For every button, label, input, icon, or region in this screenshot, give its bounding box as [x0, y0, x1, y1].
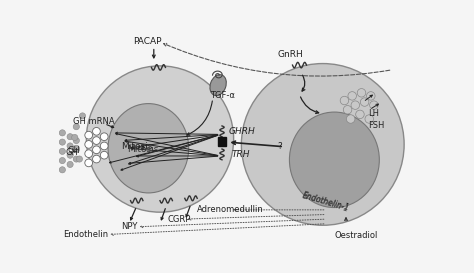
Circle shape: [351, 101, 360, 109]
Circle shape: [366, 92, 375, 100]
Circle shape: [59, 158, 65, 164]
Circle shape: [85, 131, 92, 139]
Circle shape: [357, 88, 366, 97]
Circle shape: [85, 159, 92, 167]
Circle shape: [360, 98, 369, 106]
Circle shape: [370, 101, 378, 109]
Circle shape: [73, 156, 80, 162]
Circle shape: [100, 142, 108, 150]
Ellipse shape: [290, 112, 379, 207]
Circle shape: [59, 148, 65, 155]
Circle shape: [343, 106, 352, 114]
Circle shape: [92, 127, 100, 135]
Circle shape: [348, 92, 356, 100]
Text: GnRH: GnRH: [278, 50, 303, 59]
Text: LH: LH: [368, 109, 379, 118]
Circle shape: [59, 167, 65, 173]
Text: TGF-α: TGF-α: [210, 91, 235, 100]
Text: GH: GH: [65, 148, 78, 157]
Circle shape: [73, 124, 80, 130]
Text: ?: ?: [278, 142, 283, 151]
Text: TRH: TRH: [231, 150, 250, 159]
Circle shape: [59, 139, 65, 145]
Text: FSH: FSH: [368, 121, 384, 130]
Circle shape: [365, 115, 374, 123]
Text: Mitosis: Mitosis: [121, 142, 153, 151]
Circle shape: [241, 64, 404, 225]
Ellipse shape: [108, 103, 189, 193]
Circle shape: [76, 156, 82, 162]
Circle shape: [73, 145, 80, 151]
Text: Endothelin: Endothelin: [63, 230, 108, 239]
Circle shape: [85, 141, 92, 148]
Text: Adrenomedullin: Adrenomedullin: [197, 205, 264, 214]
Circle shape: [72, 134, 78, 141]
Circle shape: [67, 143, 73, 149]
Text: NPY: NPY: [121, 222, 137, 231]
Circle shape: [100, 151, 108, 159]
Circle shape: [73, 138, 80, 144]
Circle shape: [340, 96, 349, 105]
Bar: [218, 138, 226, 146]
Text: PACAP: PACAP: [133, 37, 161, 46]
Text: Endothelin-1: Endothelin-1: [301, 192, 350, 213]
Text: Oestradiol: Oestradiol: [334, 231, 378, 240]
Text: GH mRNA: GH mRNA: [73, 117, 115, 126]
Circle shape: [85, 150, 92, 158]
Circle shape: [92, 137, 100, 144]
Ellipse shape: [210, 75, 226, 96]
Circle shape: [67, 133, 73, 140]
Circle shape: [86, 66, 234, 212]
Text: GH: GH: [67, 146, 80, 155]
Circle shape: [100, 133, 108, 141]
Circle shape: [346, 115, 355, 123]
Text: Endothelin-1: Endothelin-1: [301, 190, 350, 214]
Circle shape: [356, 110, 364, 118]
Circle shape: [80, 113, 86, 119]
Circle shape: [92, 155, 100, 163]
Circle shape: [73, 147, 80, 153]
Circle shape: [59, 130, 65, 136]
Circle shape: [67, 152, 73, 158]
Circle shape: [67, 161, 73, 168]
Circle shape: [92, 146, 100, 154]
Text: GHRH: GHRH: [228, 127, 255, 136]
Text: Mitosis: Mitosis: [127, 145, 159, 154]
Text: CGRP: CGRP: [168, 215, 191, 224]
